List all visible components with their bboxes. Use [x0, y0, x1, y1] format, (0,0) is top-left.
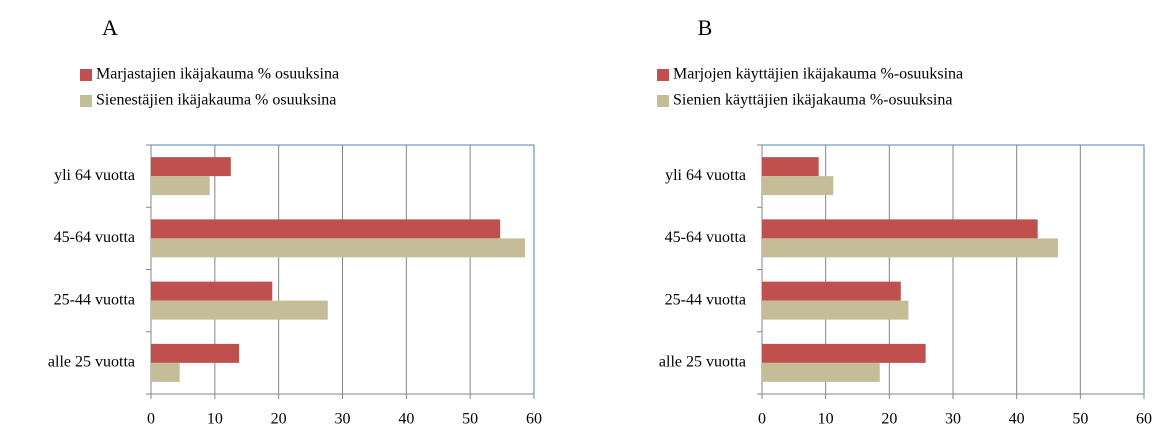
y-tick-label: 25-44 vuotta — [665, 291, 746, 308]
x-tick-label: 20 — [881, 411, 897, 428]
bar — [762, 300, 909, 320]
bar — [762, 343, 926, 363]
legend-label: Marjastajien ikäjakauma % osuuksina — [96, 66, 339, 83]
bar — [151, 362, 180, 382]
legend-swatch — [657, 95, 669, 107]
x-tick-label: 0 — [758, 411, 766, 428]
x-tick-label: 50 — [1072, 411, 1088, 428]
x-tick-label: 20 — [271, 411, 287, 428]
x-tick-label: 40 — [398, 411, 414, 428]
y-tick-label: yli 64 vuotta — [665, 167, 746, 184]
x-tick-label: 10 — [207, 411, 223, 428]
bar — [151, 238, 526, 258]
y-tick-label: yli 64 vuotta — [54, 167, 135, 184]
x-tick-label: 10 — [818, 411, 834, 428]
bar — [151, 176, 210, 196]
chart-title: A — [102, 15, 118, 40]
bar — [762, 238, 1059, 258]
legend-label: Sienestäjien ikäjakauma % osuuksina — [96, 92, 336, 109]
bar — [762, 281, 901, 301]
bar — [762, 157, 819, 177]
x-tick-label: 50 — [462, 411, 478, 428]
x-tick-label: 0 — [147, 411, 155, 428]
x-tick-label: 30 — [335, 411, 351, 428]
y-tick-label: 45-64 vuotta — [665, 229, 746, 246]
x-tick-label: 60 — [1136, 411, 1152, 428]
bar — [762, 176, 834, 196]
legend-swatch — [80, 95, 92, 107]
legend-swatch — [80, 69, 92, 81]
x-tick-label: 30 — [945, 411, 961, 428]
bar — [151, 343, 240, 363]
bar — [151, 300, 328, 320]
bar — [762, 219, 1038, 239]
bar — [762, 362, 880, 382]
y-tick-label: alle 25 vuotta — [48, 354, 135, 371]
x-tick-label: 40 — [1009, 411, 1025, 428]
legend-label: Marjojen käyttäjien ikäjakauma %-osuuksi… — [673, 66, 963, 83]
x-tick-label: 60 — [526, 411, 542, 428]
y-tick-label: 25-44 vuotta — [54, 291, 135, 308]
legend-label: Sienien käyttäjien ikäjakauma %-osuuksin… — [673, 92, 952, 109]
y-tick-label: alle 25 vuotta — [659, 354, 746, 371]
chart-title: B — [698, 15, 713, 40]
bar — [151, 157, 231, 177]
y-tick-label: 45-64 vuotta — [54, 229, 135, 246]
bar — [151, 281, 273, 301]
bar — [151, 219, 501, 239]
legend-swatch — [657, 69, 669, 81]
